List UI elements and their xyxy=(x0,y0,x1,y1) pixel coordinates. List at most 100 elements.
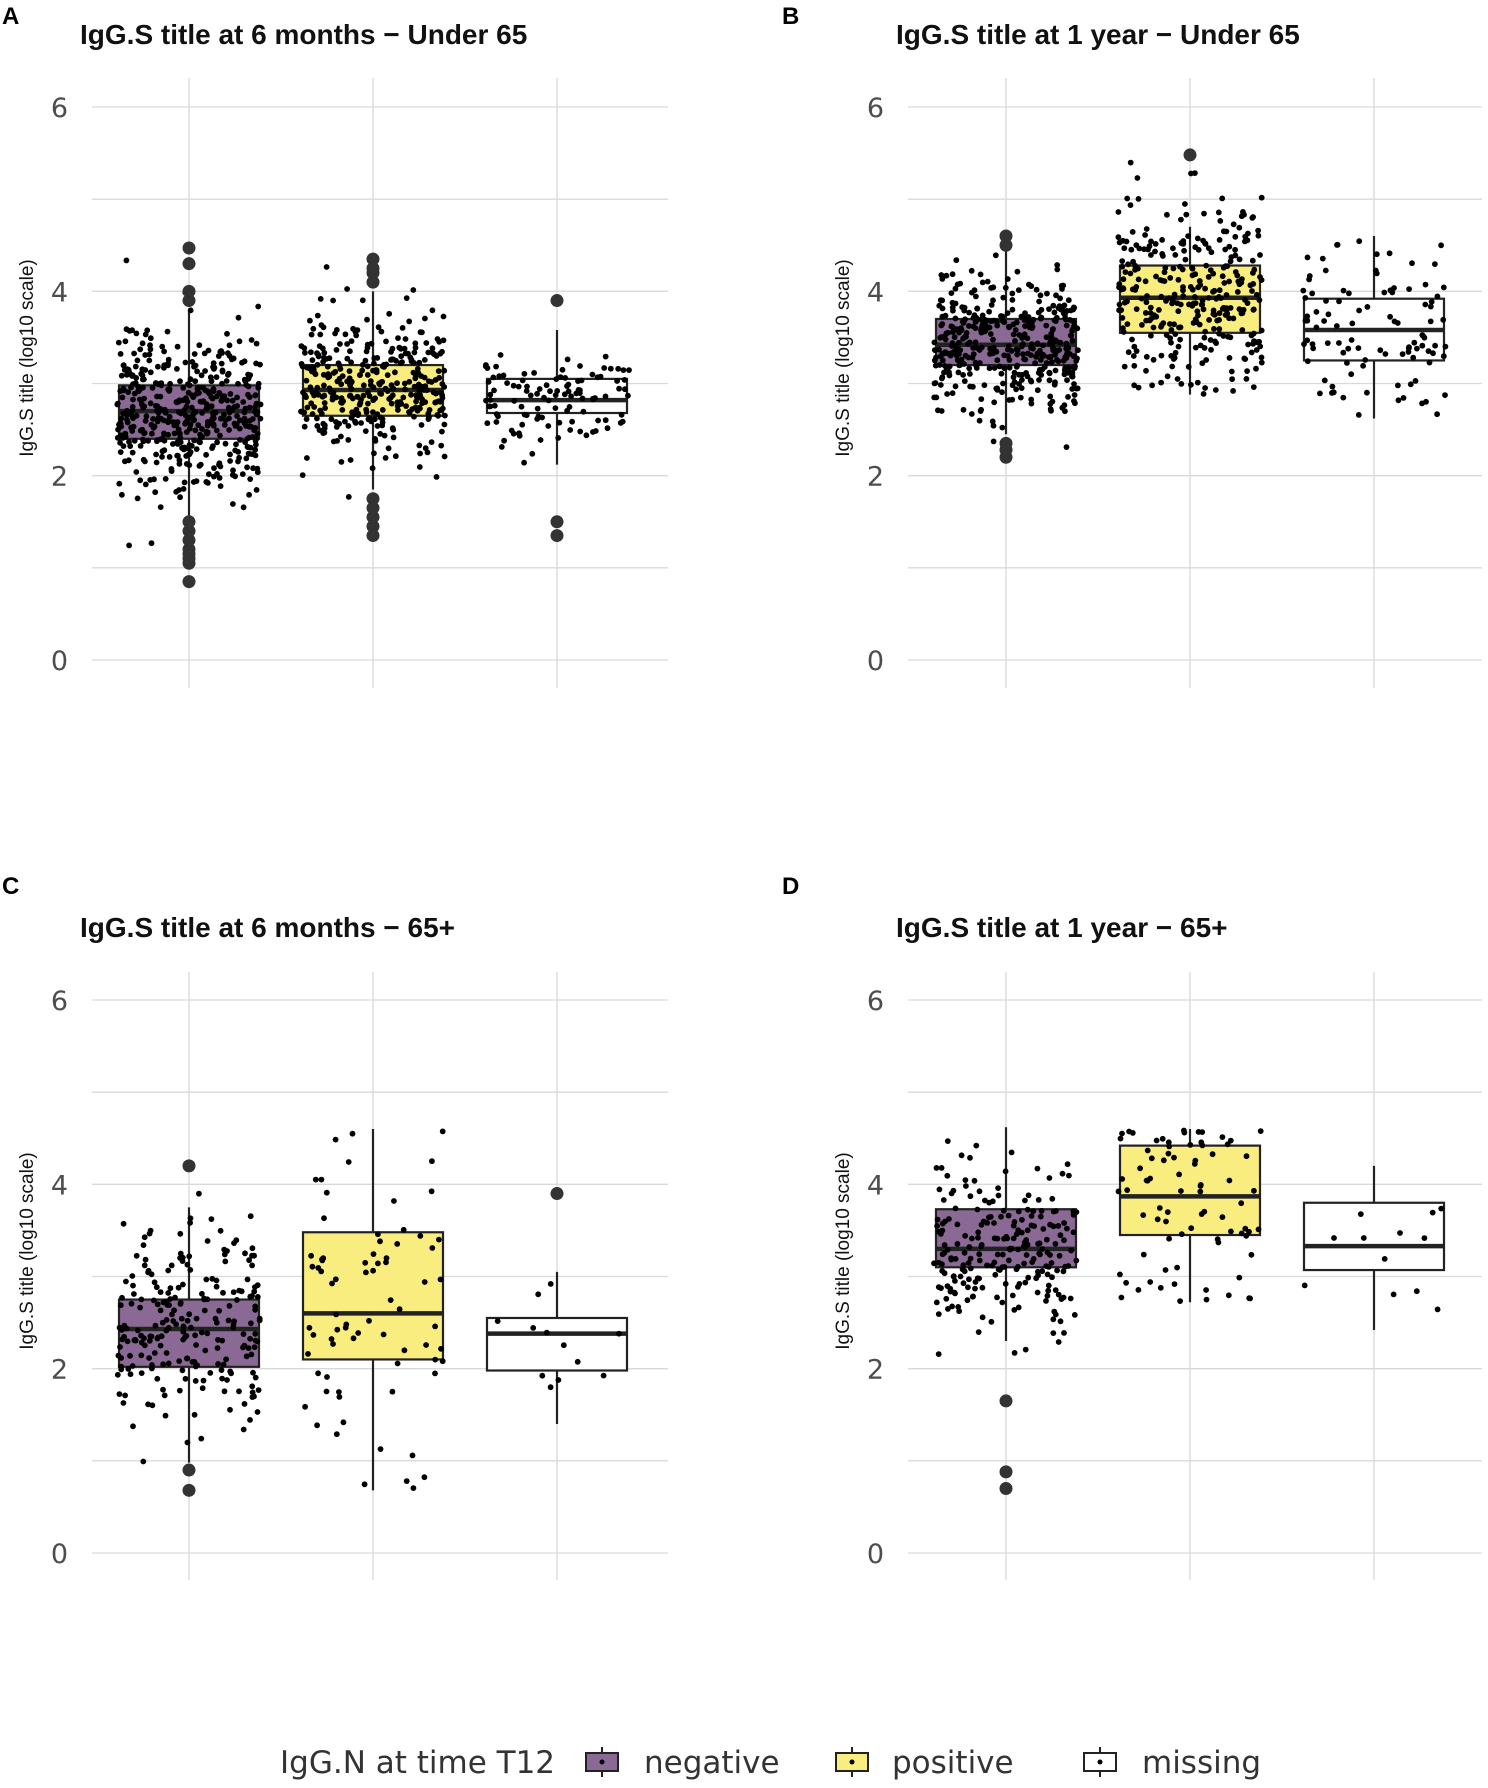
data-point xyxy=(1152,248,1158,255)
data-point xyxy=(987,351,993,357)
data-point xyxy=(1116,281,1123,287)
data-point xyxy=(539,1372,546,1379)
data-point xyxy=(336,1389,342,1395)
data-point xyxy=(300,389,306,396)
data-point xyxy=(1025,319,1032,325)
data-point xyxy=(1201,334,1208,341)
data-point xyxy=(441,384,448,390)
data-point xyxy=(1205,295,1212,301)
data-point xyxy=(972,319,979,325)
data-point xyxy=(940,1197,947,1203)
data-point xyxy=(1054,1267,1060,1274)
data-point xyxy=(359,297,366,304)
data-point xyxy=(132,1337,139,1344)
data-point xyxy=(939,276,946,282)
data-point xyxy=(1323,298,1329,304)
data-point xyxy=(594,374,601,381)
data-point xyxy=(379,419,386,426)
data-point xyxy=(936,362,943,368)
data-point xyxy=(423,1342,429,1348)
data-point xyxy=(226,1303,233,1309)
data-point xyxy=(1189,265,1196,272)
data-point xyxy=(213,1283,220,1290)
data-point xyxy=(160,1386,166,1393)
data-point xyxy=(1171,1154,1177,1161)
data-point xyxy=(192,427,199,434)
data-point xyxy=(966,365,973,372)
data-point xyxy=(308,331,315,338)
data-point xyxy=(425,349,432,356)
data-point xyxy=(1061,367,1068,374)
group-missing xyxy=(1300,236,1449,419)
data-point xyxy=(529,450,536,457)
data-point xyxy=(1321,318,1327,324)
data-point xyxy=(342,331,349,338)
data-point xyxy=(1060,1268,1067,1275)
data-point xyxy=(1224,310,1231,317)
data-point xyxy=(1049,398,1056,405)
data-point xyxy=(122,430,129,437)
data-point xyxy=(1141,246,1147,253)
data-point xyxy=(163,1317,170,1323)
data-point xyxy=(154,1375,161,1382)
data-point xyxy=(1008,348,1015,354)
data-point xyxy=(1171,321,1177,328)
data-point xyxy=(298,408,304,415)
data-point xyxy=(990,297,996,304)
data-point xyxy=(127,443,134,449)
data-point xyxy=(198,1329,205,1336)
data-point xyxy=(246,418,253,424)
data-point xyxy=(1069,369,1076,376)
group-missing xyxy=(482,294,632,543)
data-point xyxy=(1425,348,1432,354)
data-point xyxy=(236,338,243,345)
data-point xyxy=(119,1294,125,1301)
data-point xyxy=(364,363,371,370)
data-point xyxy=(1255,232,1262,239)
data-point xyxy=(1329,383,1336,390)
data-point xyxy=(216,1307,223,1314)
data-point xyxy=(573,390,580,397)
data-point xyxy=(1036,377,1042,383)
data-point xyxy=(1304,337,1311,344)
jitter-points xyxy=(482,352,632,466)
data-point xyxy=(213,1319,220,1326)
data-point xyxy=(370,397,377,404)
legend-key-positive xyxy=(835,1747,869,1777)
data-point xyxy=(217,483,224,489)
data-point xyxy=(1019,334,1026,341)
data-point xyxy=(484,420,491,427)
data-point xyxy=(130,1423,136,1430)
data-point xyxy=(177,1255,184,1261)
data-point xyxy=(1159,1135,1166,1142)
data-point xyxy=(416,464,423,470)
data-point xyxy=(422,315,428,322)
data-point xyxy=(1258,354,1265,361)
data-point xyxy=(349,409,355,416)
data-point xyxy=(1248,1251,1255,1258)
data-point xyxy=(402,336,409,342)
data-point xyxy=(1178,216,1184,223)
data-point xyxy=(375,324,382,331)
data-point xyxy=(1001,1264,1008,1270)
y-tick-label: 2 xyxy=(51,1355,68,1386)
data-point xyxy=(151,1297,157,1304)
data-point xyxy=(1049,359,1055,365)
data-point xyxy=(234,394,241,401)
data-point xyxy=(169,1311,175,1318)
data-point xyxy=(1236,224,1243,231)
data-point xyxy=(1130,258,1136,265)
data-point xyxy=(527,392,534,399)
data-point xyxy=(1217,218,1224,224)
data-point xyxy=(965,341,971,347)
data-point xyxy=(317,407,324,414)
data-point xyxy=(978,1242,985,1248)
data-point xyxy=(138,1352,145,1359)
data-point xyxy=(1063,444,1070,450)
data-point xyxy=(1221,280,1228,286)
data-point xyxy=(1175,308,1182,315)
data-point xyxy=(1249,215,1256,221)
data-point xyxy=(1072,400,1078,407)
data-point xyxy=(137,1304,144,1311)
y-tick-label: 0 xyxy=(867,646,884,677)
